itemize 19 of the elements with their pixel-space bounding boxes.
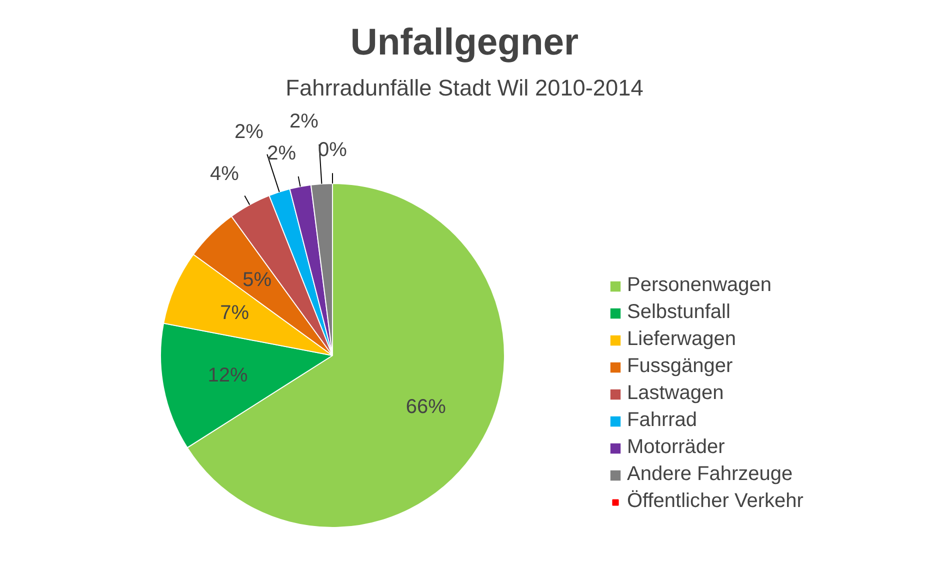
data-label: 2%	[290, 110, 319, 132]
legend-label: Lieferwagen	[627, 328, 736, 351]
legend-label: Lastwagen	[627, 382, 724, 405]
data-label: 66%	[406, 396, 446, 418]
legend-label: Motorräder	[627, 436, 725, 459]
legend-label: Fahrrad	[627, 409, 698, 432]
legend-label: Personenwagen	[627, 274, 772, 297]
data-label: 2%	[267, 142, 296, 165]
legend-label: Fussgänger	[627, 355, 733, 378]
data-label: 12%	[208, 364, 248, 386]
chart-subtitle: Fahrradunfälle Stadt Wil 2010-2014	[286, 74, 644, 100]
legend-label: Andere Fahrzeuge	[627, 463, 793, 486]
data-label: 2%	[234, 120, 264, 143]
data-label: 7%	[220, 302, 250, 324]
data-label: 5%	[242, 269, 272, 292]
data-label: 4%	[210, 163, 240, 186]
legend-label: Selbstunfall	[627, 301, 730, 324]
legend-label: Öffentlicher Verkehr	[627, 490, 804, 513]
chart-title: Unfallgegner	[350, 20, 579, 62]
